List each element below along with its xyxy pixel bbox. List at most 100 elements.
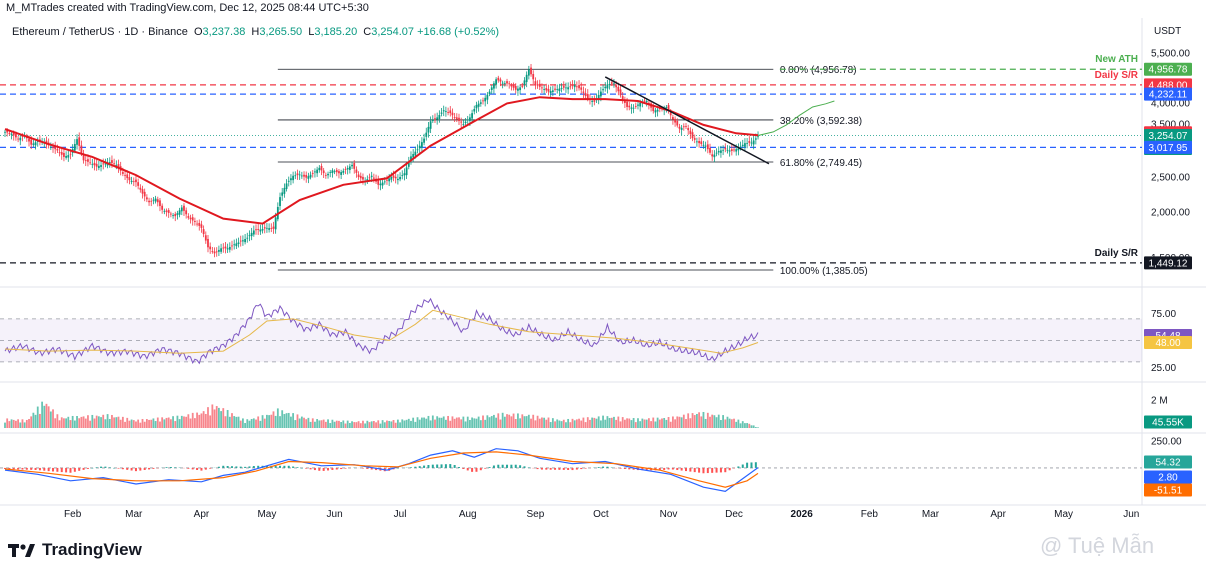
volume-bar: [403, 420, 406, 428]
candle-body: [484, 97, 487, 102]
candle-body: [414, 151, 417, 156]
macd-histogram-bar: [95, 467, 98, 468]
macd-histogram-bar: [724, 467, 727, 473]
symbol-title[interactable]: Ethereum / TetherUS · 1D · Binance: [12, 26, 188, 38]
volume-bar: [10, 419, 13, 428]
candle-body: [571, 85, 574, 86]
macd-histogram-bar: [558, 467, 561, 470]
candle-body: [388, 178, 391, 182]
macd-histogram-bar: [641, 467, 644, 471]
candle-body: [741, 144, 744, 146]
volume-bar: [530, 418, 532, 428]
volume-bar: [665, 419, 668, 428]
macd-histogram-bar: [139, 467, 142, 471]
volume-bar: [593, 417, 596, 428]
volume-bar: [715, 417, 718, 428]
volume-bar: [630, 420, 633, 428]
macd-histogram-bar: [108, 467, 111, 468]
macd-histogram-bar: [113, 467, 116, 469]
volume-bar: [602, 415, 604, 428]
volume-bar: [584, 422, 587, 428]
macd-histogram-bar: [331, 467, 334, 470]
macd-histogram-bar: [366, 467, 369, 469]
candle-body: [327, 173, 329, 176]
volume-bar: [458, 417, 460, 428]
candle-body: [8, 132, 11, 134]
volume-bar: [163, 419, 166, 428]
candle-body: [19, 137, 22, 141]
time-axis-tick: Feb: [861, 509, 879, 520]
volume-bar: [551, 418, 554, 428]
macd-histogram-bar: [606, 466, 609, 468]
candle-body: [338, 171, 340, 174]
candle-body: [608, 84, 611, 86]
volume-bar: [582, 417, 585, 428]
candle-body: [399, 177, 401, 180]
macd-histogram-bar: [4, 467, 6, 469]
volume-bar: [266, 414, 268, 428]
candle-body: [645, 101, 648, 103]
macd-histogram-bar: [540, 467, 543, 470]
volume-bar: [233, 416, 236, 428]
price-tick: 3,500.00: [1151, 120, 1190, 131]
volume-bar: [527, 414, 530, 428]
candle-body: [6, 129, 9, 133]
currency-label[interactable]: USDT: [1154, 26, 1182, 37]
volume-bar: [353, 422, 356, 428]
candle-body: [407, 161, 410, 167]
tv-logo-icon: [8, 542, 36, 558]
candle-body: [584, 93, 587, 96]
volume-bar: [473, 418, 476, 428]
candle-body: [599, 91, 602, 97]
macd-histogram-bar: [549, 467, 552, 470]
macd-histogram-bar: [423, 465, 426, 468]
candle-body: [154, 198, 157, 202]
tradingview-logo[interactable]: TradingView: [8, 540, 142, 560]
price-badge-text: 4,232.11: [1149, 90, 1188, 101]
macd-badge-text: 2.80: [1158, 473, 1178, 484]
volume-bar: [735, 421, 738, 428]
macd-histogram-bar: [527, 467, 530, 468]
volume-bar: [628, 418, 631, 428]
volume-bar: [482, 415, 484, 428]
candle-body: [348, 166, 351, 170]
volume-bar: [656, 417, 659, 428]
macd-histogram-bar: [741, 464, 744, 468]
macd-line: [4, 448, 759, 493]
candle-body: [477, 103, 480, 107]
volume-bar: [545, 419, 548, 428]
volume-bar: [412, 417, 415, 428]
macd-histogram-bar: [514, 464, 517, 468]
macd-histogram-bar: [30, 467, 33, 470]
volume-bar: [71, 415, 74, 428]
time-axis-tick: Apr: [990, 509, 1006, 520]
candle-body: [469, 117, 471, 121]
volume-bar: [224, 416, 227, 428]
time-axis-tick: Aug: [459, 509, 477, 520]
macd-histogram-bar: [597, 467, 600, 468]
macd-histogram-bar: [418, 466, 421, 468]
volume-bar: [130, 419, 133, 428]
macd-histogram-bar: [191, 467, 194, 470]
volume-bar: [91, 414, 94, 428]
volume-bar: [56, 414, 59, 428]
macd-histogram-bar: [567, 467, 570, 470]
candle-body: [87, 159, 89, 162]
volume-bar: [220, 411, 222, 428]
candle-body: [493, 83, 495, 89]
volume-bar: [318, 420, 321, 428]
macd-histogram-bar: [602, 466, 605, 468]
price-badge: 1,449.12: [1144, 256, 1192, 270]
candle-body: [15, 134, 17, 138]
candle-body: [696, 141, 698, 143]
candle-body: [672, 117, 674, 120]
candle-body: [626, 101, 628, 107]
symbol-legend: Ethereum / TetherUS · 1D · Binance O3,23…: [12, 26, 499, 38]
macd-histogram-bar: [488, 467, 491, 468]
candle-body: [591, 100, 594, 102]
candle-body: [115, 164, 118, 166]
volume-bar: [139, 422, 142, 428]
candle-body: [67, 155, 70, 158]
candle-body: [145, 197, 148, 200]
